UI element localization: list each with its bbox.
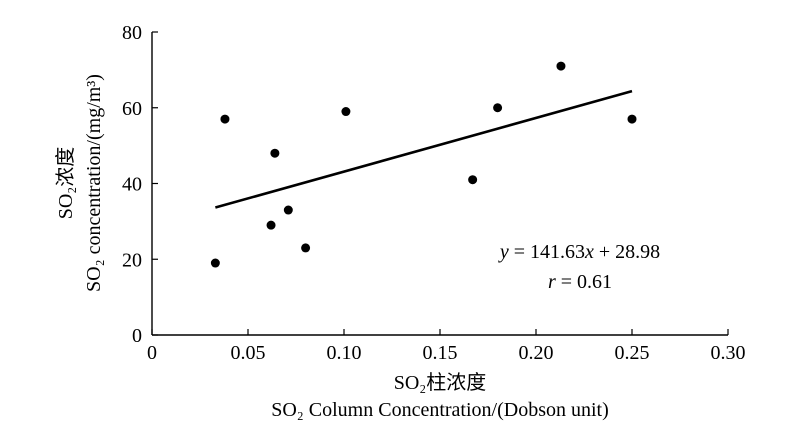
ticks: 0 0.05 0.10 0.15 0.20 0.25 0.30 0 20 40 60 80: [122, 22, 746, 364]
y-tick-label: 60: [122, 98, 142, 120]
trendline: [215, 89, 633, 209]
equation-label: y = 141.63x + 28.98: [498, 241, 660, 263]
data-point: [266, 220, 276, 230]
data-point: [283, 205, 293, 215]
y-tick-label: 0: [132, 325, 142, 347]
x-tick-label: 0.05: [231, 342, 266, 364]
data-point: [493, 103, 503, 113]
x-tick-label: 0: [147, 342, 157, 364]
y-tick-label: 80: [122, 22, 142, 44]
data-point: [270, 148, 280, 158]
x-tick-label: 0.25: [615, 342, 650, 364]
x-axis-title-en: SO₂ Column Concentration/(Dobson unit): [271, 399, 609, 421]
data-point: [627, 114, 637, 124]
y-tick-label: 40: [122, 174, 142, 196]
data-point: [301, 243, 311, 253]
trendline-layer: [215, 89, 633, 209]
x-tick-label: 0.10: [327, 342, 362, 364]
data-point: [220, 114, 230, 124]
correlation-label: r = 0.61: [548, 271, 612, 293]
points-layer: [210, 61, 637, 268]
data-point: [556, 61, 566, 71]
x-tick-label: 0.30: [711, 342, 746, 364]
y-axis-title-en: SO₂ concentration/(mg/m³): [83, 74, 105, 292]
data-point: [468, 175, 478, 185]
y-axis-title-cn: SO₂浓度: [54, 147, 77, 220]
y-tick-label: 20: [122, 249, 142, 271]
data-point: [210, 258, 220, 268]
data-point: [341, 107, 351, 117]
x-tick-label: 0.20: [519, 342, 554, 364]
x-tick-label: 0.15: [423, 342, 458, 364]
x-axis-title-cn: SO₂柱浓度: [394, 371, 487, 394]
axes: [151, 32, 728, 336]
